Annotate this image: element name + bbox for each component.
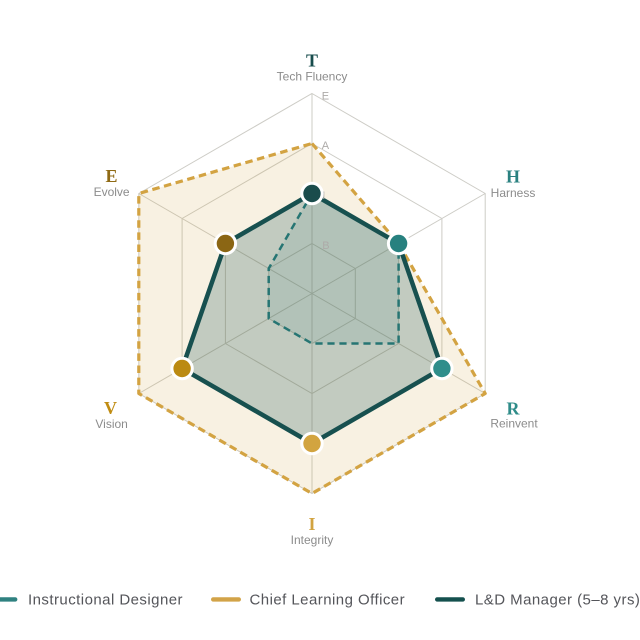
svg-text:E: E bbox=[105, 166, 117, 186]
svg-text:A: A bbox=[322, 140, 330, 152]
svg-text:I: I bbox=[308, 514, 315, 534]
svg-text:Tech Fluency: Tech Fluency bbox=[277, 69, 348, 83]
svg-text:Harness: Harness bbox=[491, 186, 536, 200]
svg-text:Integrity: Integrity bbox=[291, 533, 334, 547]
svg-text:R: R bbox=[507, 399, 521, 419]
svg-text:E: E bbox=[322, 91, 329, 103]
svg-text:Chief Learning Officer: Chief Learning Officer bbox=[250, 592, 406, 609]
svg-text:V: V bbox=[104, 398, 117, 418]
svg-text:Vision: Vision bbox=[95, 417, 127, 431]
svg-text:Reinvent: Reinvent bbox=[490, 417, 538, 431]
svg-text:I: I bbox=[322, 190, 325, 202]
svg-text:Evolve: Evolve bbox=[94, 185, 130, 199]
svg-text:L&D Manager (5–8 yrs): L&D Manager (5–8 yrs) bbox=[475, 592, 640, 609]
svg-text:H: H bbox=[506, 167, 520, 187]
svg-text:Instructional Designer: Instructional Designer bbox=[28, 592, 183, 609]
svg-text:T: T bbox=[306, 51, 318, 71]
svg-text:B: B bbox=[322, 240, 329, 252]
